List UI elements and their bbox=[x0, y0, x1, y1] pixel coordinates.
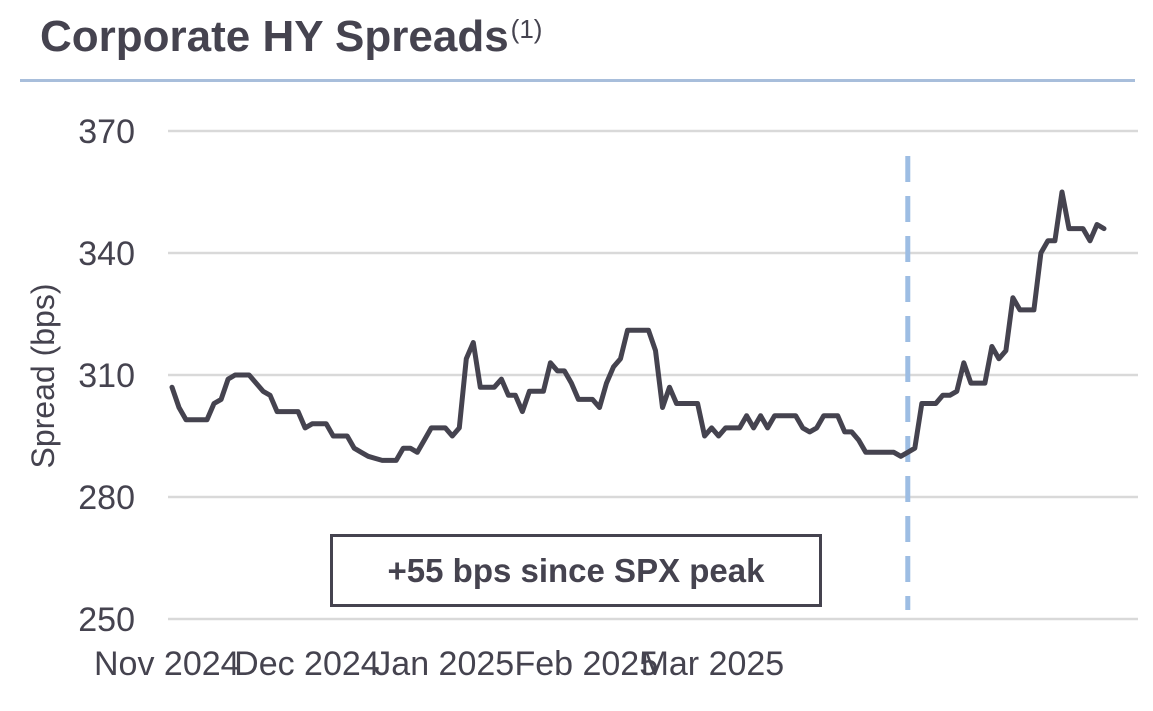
x-tick-label-nov-2024: Nov 2024 bbox=[94, 645, 240, 683]
y-tick-label-340: 340 bbox=[78, 235, 135, 273]
annotation-box: +55 bps since SPX peak bbox=[330, 534, 822, 607]
y-tick-label-310: 310 bbox=[78, 357, 135, 395]
x-tick-label-mar-2025: Mar 2025 bbox=[641, 645, 785, 683]
title-footnote-marker: (1) bbox=[510, 14, 543, 44]
chart-title: Corporate HY Spreads(1) bbox=[40, 12, 542, 62]
y-axis-label: Spread (bps) bbox=[25, 284, 61, 469]
y-tick-label-370: 370 bbox=[78, 113, 135, 151]
series-layer bbox=[169, 189, 1107, 463]
chart-title-text: Corporate HY Spreads bbox=[40, 12, 509, 61]
x-tick-label-dec-2024: Dec 2024 bbox=[234, 645, 380, 683]
title-divider bbox=[20, 79, 1135, 82]
series-line-hy-spread bbox=[169, 189, 1107, 463]
x-tick-label-feb-2025: Feb 2025 bbox=[514, 645, 658, 683]
x-tick-label-jan-2025: Jan 2025 bbox=[374, 645, 514, 683]
y-axis-ticks: 250 280 310 340 370 bbox=[78, 113, 135, 639]
y-tick-label-250: 250 bbox=[78, 601, 135, 639]
gridlines bbox=[168, 129, 1138, 621]
annotation-text: +55 bps since SPX peak bbox=[387, 551, 765, 589]
y-tick-label-280: 280 bbox=[78, 479, 135, 517]
